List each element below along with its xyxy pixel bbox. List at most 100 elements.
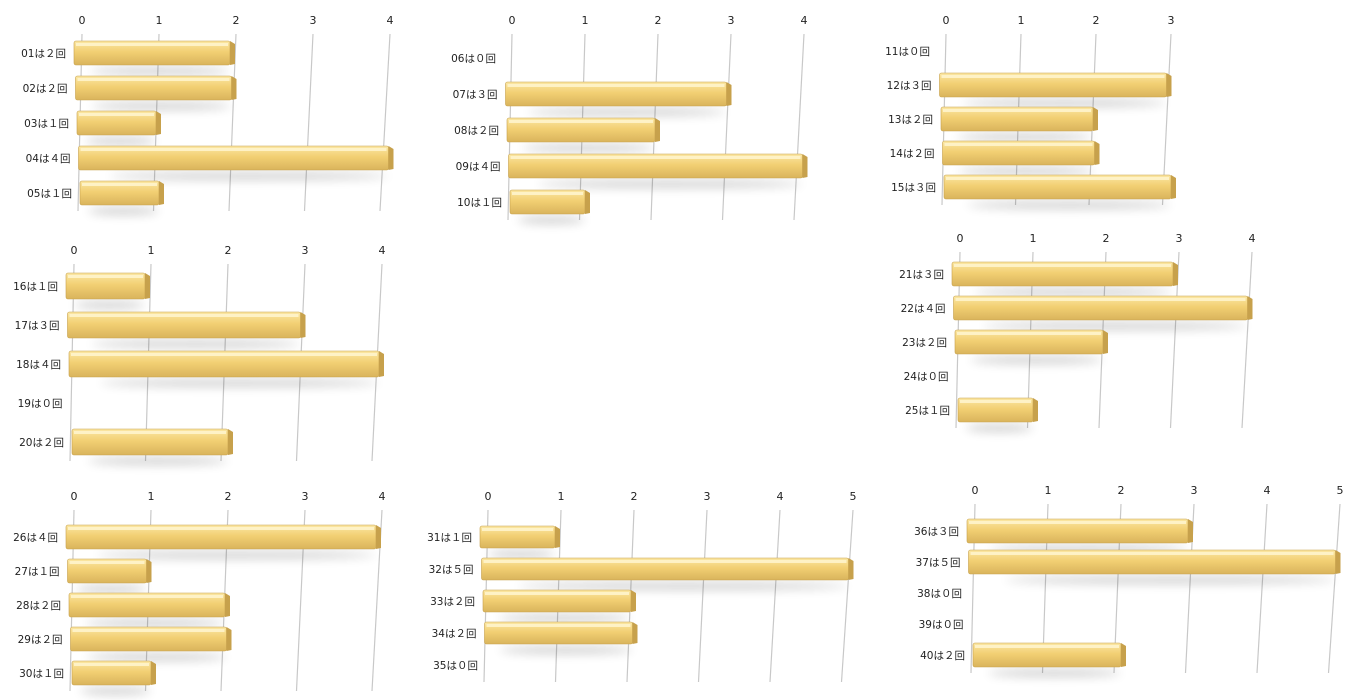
category-label: 03は１回 [24, 118, 69, 130]
category-label: 25は１回 [905, 405, 950, 417]
category-label: 15は３回 [891, 182, 936, 194]
gridline-4 [379, 33, 391, 212]
bar-shadow [956, 133, 1093, 141]
bar-shadow [87, 207, 159, 215]
x-tick-label: 0 [972, 484, 979, 497]
bar-shadow [965, 424, 1033, 432]
bar-end-cap [1335, 550, 1341, 574]
category-label: 40は２回 [920, 650, 965, 662]
gridline-5 [1327, 503, 1341, 674]
category-label: 21は３回 [899, 269, 944, 281]
bar-end-cap [1121, 643, 1126, 667]
category-label: 31は１回 [427, 532, 472, 544]
bar-shadow [537, 180, 803, 188]
category-label: 29は２回 [18, 634, 63, 646]
bar-highlight [483, 560, 847, 563]
bar-highlight [969, 521, 1186, 524]
bar-highlight [507, 84, 725, 87]
bar-end-cap [585, 190, 590, 214]
x-tick-label: 2 [631, 490, 638, 503]
bar-end-cap [146, 559, 152, 583]
bar-highlight [970, 552, 1334, 555]
bar-highlight [80, 148, 387, 151]
x-tick-label: 1 [1030, 232, 1037, 245]
bar-shadow [974, 288, 1173, 296]
category-label: 35は０回 [433, 660, 478, 672]
x-tick-label: 4 [777, 490, 784, 503]
x-tick-label: 4 [379, 490, 386, 503]
x-tick-label: 4 [379, 244, 386, 257]
bar-chart-panel-4: 0 1 2 3 4 16は１回 17は３回 18は４回 19は０回 20は２回 [13, 244, 386, 465]
category-label: 30は１回 [19, 668, 64, 680]
x-tick-label: 0 [943, 14, 950, 27]
bar-end-cap [1171, 175, 1176, 199]
bar-highlight [482, 528, 553, 531]
bar-end-cap [145, 273, 150, 299]
x-tick-label: 0 [957, 232, 964, 245]
bar-shadow [73, 301, 145, 309]
category-label: 12は３回 [887, 80, 932, 92]
bar-end-cap [228, 429, 233, 455]
category-label: 07は３回 [453, 89, 498, 101]
bar-shadow [487, 550, 555, 558]
bar-end-cap [802, 154, 808, 178]
bar-end-cap [1166, 73, 1172, 97]
category-label: 05は１回 [27, 188, 72, 200]
category-label: 16は１回 [13, 281, 58, 293]
category-label: 18は４回 [16, 359, 61, 371]
x-tick-label: 4 [801, 14, 808, 27]
bar-shadow [86, 653, 227, 661]
bar-chart-panel-5: 0 1 2 3 4 21は３回 22は４回 23は２回 24は０回 25は１回 [899, 232, 1256, 432]
bar-shadow [982, 322, 1248, 330]
bar-shadow [90, 340, 301, 348]
bar-highlight [74, 431, 226, 434]
x-tick-label: 5 [1337, 484, 1344, 497]
bar-highlight [485, 592, 629, 595]
x-tick-label: 1 [148, 490, 155, 503]
gridline-4 [1241, 251, 1253, 429]
bar-shadow [97, 551, 376, 559]
bar-highlight [72, 629, 225, 632]
x-tick-label: 2 [1103, 232, 1110, 245]
category-label: 02は２回 [23, 83, 68, 95]
category-label: 09は４回 [456, 161, 501, 173]
category-label: 20は２回 [19, 437, 64, 449]
bar-end-cap [1033, 398, 1038, 422]
bar-shadow [521, 144, 655, 152]
bar-shadow [79, 687, 151, 695]
category-label: 37は５回 [916, 557, 961, 569]
x-tick-label: 3 [1191, 484, 1198, 497]
x-tick-label: 0 [485, 490, 492, 503]
bar-end-cap [1173, 262, 1178, 286]
x-tick-label: 2 [1093, 14, 1100, 27]
category-label: 23は２回 [902, 337, 947, 349]
gridline-4 [1256, 503, 1268, 674]
x-tick-label: 3 [1168, 14, 1175, 27]
gridline-5 [840, 509, 854, 683]
bar-end-cap [379, 351, 384, 377]
bar-highlight [71, 595, 223, 598]
bar-shadow [87, 457, 228, 465]
category-label: 36は３回 [914, 526, 959, 538]
category-label: 19は０回 [18, 398, 63, 410]
category-label: 28は２回 [16, 600, 61, 612]
category-label: 24は０回 [904, 371, 949, 383]
bar-highlight [955, 298, 1246, 301]
bar-shadow [962, 99, 1167, 107]
bar-end-cap [225, 593, 230, 617]
bar-chart-panel-3: 0 1 2 3 11は０回 12は３回 13は２回 14は２回 15は３回 [885, 14, 1176, 209]
gridline-3 [303, 33, 314, 212]
x-tick-label: 3 [310, 14, 317, 27]
category-label: 33は２回 [430, 596, 475, 608]
bar-end-cap [376, 525, 381, 549]
bar-chart-panel-7: 0 1 2 3 4 5 31は１回 32は５回 33は２回 34は２回 35は０回 [427, 490, 857, 683]
bar-chart-panel-1: 0 1 2 3 4 01は２回 02は２回 03は１回 04は４回 05は１回 [21, 14, 394, 215]
bar-shadow [966, 201, 1171, 209]
x-tick-label: 1 [1045, 484, 1052, 497]
category-label: 32は５回 [429, 564, 474, 576]
bar-shadow [84, 137, 156, 145]
category-label: 22は４回 [901, 303, 946, 315]
category-label: 17は３回 [15, 320, 60, 332]
bar-end-cap [555, 526, 560, 548]
category-label: 39は０回 [919, 619, 964, 631]
